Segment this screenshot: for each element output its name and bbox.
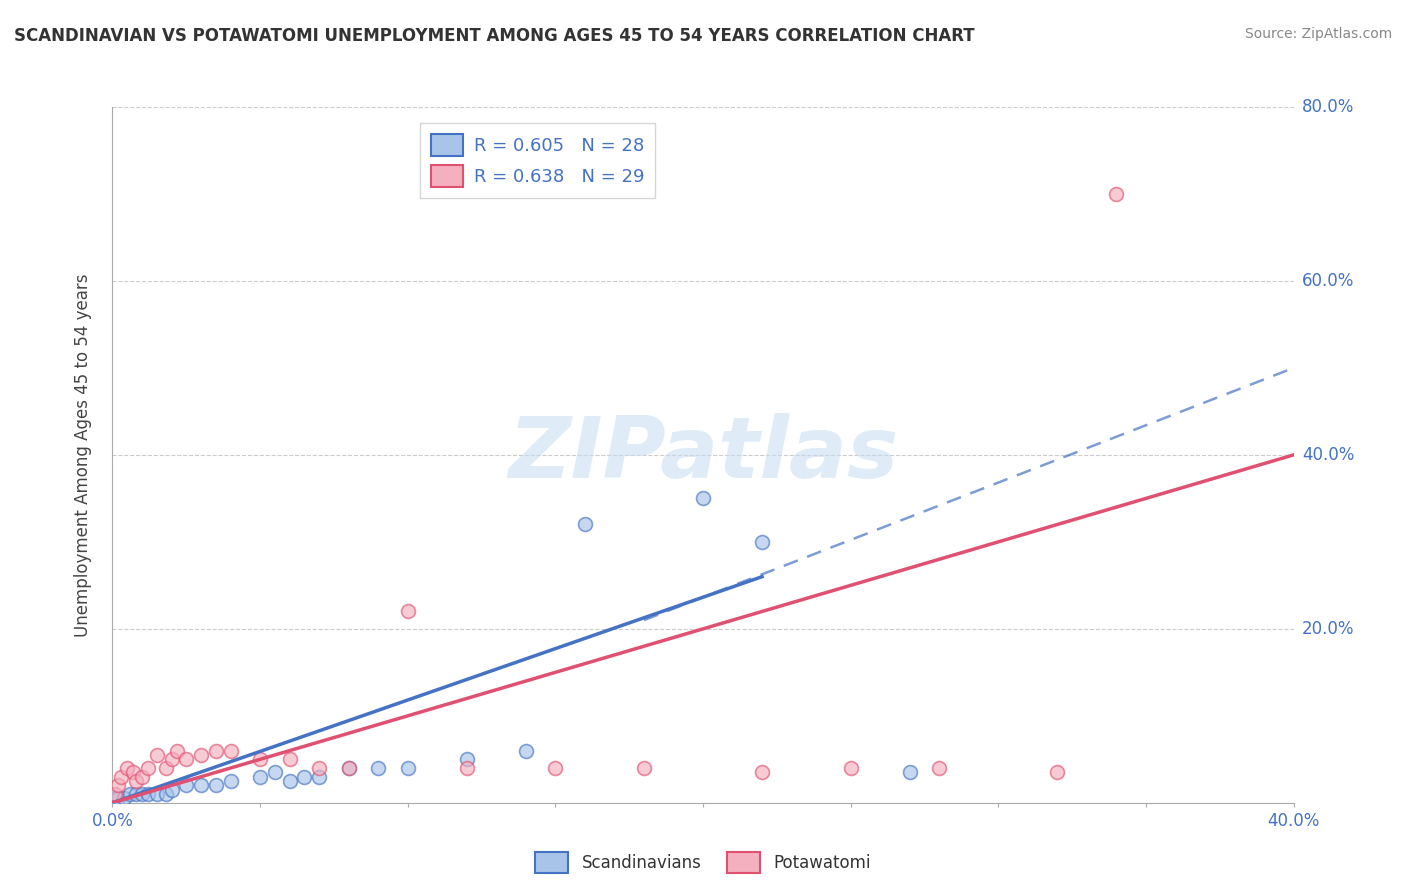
Text: ZIPatlas: ZIPatlas bbox=[508, 413, 898, 497]
Point bbox=[367, 761, 389, 775]
Point bbox=[633, 761, 655, 775]
Point bbox=[104, 787, 127, 801]
Text: Source: ZipAtlas.com: Source: ZipAtlas.com bbox=[1244, 27, 1392, 41]
Point bbox=[249, 770, 271, 784]
Point bbox=[337, 761, 360, 775]
Point bbox=[751, 765, 773, 780]
Point bbox=[155, 761, 177, 775]
Point bbox=[112, 791, 135, 805]
Point bbox=[278, 774, 301, 789]
Point bbox=[120, 787, 142, 801]
Point bbox=[219, 744, 242, 758]
Point bbox=[107, 791, 129, 805]
Point bbox=[249, 752, 271, 766]
Point bbox=[174, 752, 197, 766]
Point bbox=[125, 774, 148, 789]
Point bbox=[456, 761, 478, 775]
Point bbox=[264, 765, 287, 780]
Point bbox=[136, 787, 159, 801]
Point bbox=[131, 770, 153, 784]
Point bbox=[292, 770, 315, 784]
Point bbox=[692, 491, 714, 506]
Point bbox=[308, 761, 330, 775]
Text: 20.0%: 20.0% bbox=[1302, 620, 1354, 638]
Point bbox=[219, 774, 242, 789]
Y-axis label: Unemployment Among Ages 45 to 54 years: Unemployment Among Ages 45 to 54 years bbox=[75, 273, 93, 637]
Point bbox=[166, 744, 188, 758]
Point bbox=[174, 778, 197, 792]
Point bbox=[146, 787, 169, 801]
Point bbox=[160, 752, 183, 766]
Point bbox=[160, 782, 183, 797]
Point bbox=[146, 747, 169, 762]
Legend: Scandinavians, Potawatomi: Scandinavians, Potawatomi bbox=[529, 846, 877, 880]
Point bbox=[544, 761, 567, 775]
Point bbox=[104, 791, 127, 805]
Point bbox=[396, 761, 419, 775]
Point bbox=[751, 534, 773, 549]
Point bbox=[117, 761, 138, 775]
Point bbox=[190, 778, 212, 792]
Point bbox=[155, 787, 177, 801]
Point bbox=[898, 765, 921, 780]
Point bbox=[125, 787, 148, 801]
Text: 80.0%: 80.0% bbox=[1302, 98, 1354, 116]
Point bbox=[205, 744, 228, 758]
Point bbox=[122, 765, 145, 780]
Point bbox=[574, 517, 596, 532]
Point bbox=[110, 770, 132, 784]
Point bbox=[107, 778, 129, 792]
Text: 40.0%: 40.0% bbox=[1302, 446, 1354, 464]
Point bbox=[396, 605, 419, 619]
Point bbox=[1105, 187, 1128, 202]
Point bbox=[928, 761, 950, 775]
Point bbox=[337, 761, 360, 775]
Point bbox=[839, 761, 862, 775]
Point bbox=[456, 752, 478, 766]
Point bbox=[515, 744, 537, 758]
Legend: R = 0.605   N = 28, R = 0.638   N = 29: R = 0.605 N = 28, R = 0.638 N = 29 bbox=[420, 123, 655, 198]
Point bbox=[308, 770, 330, 784]
Point bbox=[136, 761, 159, 775]
Point bbox=[278, 752, 301, 766]
Text: SCANDINAVIAN VS POTAWATOMI UNEMPLOYMENT AMONG AGES 45 TO 54 YEARS CORRELATION CH: SCANDINAVIAN VS POTAWATOMI UNEMPLOYMENT … bbox=[14, 27, 974, 45]
Point bbox=[190, 747, 212, 762]
Point bbox=[205, 778, 228, 792]
Point bbox=[131, 787, 153, 801]
Point bbox=[1046, 765, 1069, 780]
Text: 60.0%: 60.0% bbox=[1302, 272, 1354, 290]
